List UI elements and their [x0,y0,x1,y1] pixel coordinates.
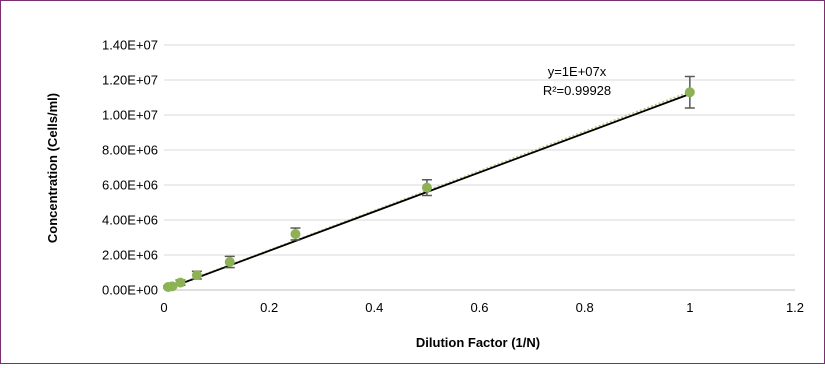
data-point [175,277,186,288]
data-point [224,257,235,267]
x-axis-title: Dilution Factor (1/N) [416,335,540,350]
x-tick-label: 0.2 [260,300,278,315]
y-tick-label: 2.00E+06 [102,248,158,263]
y-axis-tick-labels: 0.00E+00 2.00E+06 4.00E+06 6.00E+06 8.00E+06… [102,38,158,298]
x-axis-tick-labels: 0 0.2 0.4 0.6 0.8 1 1.2 [160,300,804,315]
y-tick-label: 6.00E+06 [102,178,158,193]
gridlines [164,44,795,256]
x-tick-label: 0.8 [576,300,594,315]
r-squared-label: R²=0.99928 [543,83,611,98]
x-tick-label: 1 [686,300,693,315]
y-tick-label: 4.00E+06 [102,213,158,228]
x-tick-label: 1.2 [786,300,804,315]
data-point [290,229,301,239]
data-point [421,182,432,193]
y-tick-label: 1.20E+07 [102,73,158,88]
y-tick-label: 1.00E+07 [102,108,158,123]
trendline-equation: y=1E+07x [548,64,607,79]
y-tick-label: 8.00E+06 [102,143,158,158]
data-point [191,270,202,281]
y-axis-title: Concentration (Cells/ml) [45,93,60,243]
x-tick-label: 0 [160,300,167,315]
data-point [684,87,695,98]
data-point [167,281,178,292]
y-tick-label: 1.40E+07 [102,38,158,53]
error-bars [163,75,695,289]
y-tick-label: 0.00E+00 [102,283,158,298]
x-tick-label: 0.4 [365,300,383,315]
data-points [163,87,695,293]
x-tick-label: 0.6 [470,300,488,315]
